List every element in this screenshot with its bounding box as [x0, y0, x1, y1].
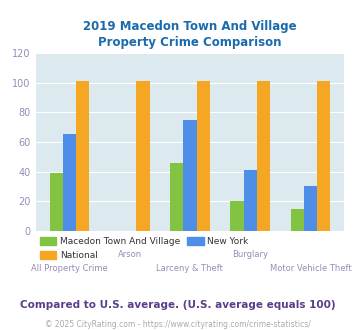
Text: Motor Vehicle Theft: Motor Vehicle Theft: [269, 264, 351, 273]
Bar: [304, 186, 317, 231]
Bar: [290, 209, 304, 231]
Bar: [50, 173, 63, 231]
Legend: Macedon Town And Village, National, New York: Macedon Town And Village, National, New …: [40, 237, 248, 260]
Bar: [183, 120, 197, 231]
Text: All Property Crime: All Property Crime: [31, 264, 108, 273]
Text: Compared to U.S. average. (U.S. average equals 100): Compared to U.S. average. (U.S. average …: [20, 300, 335, 310]
Bar: [230, 201, 244, 231]
Bar: [76, 81, 89, 231]
Text: Arson: Arson: [118, 250, 142, 259]
Bar: [170, 163, 183, 231]
Text: Larceny & Theft: Larceny & Theft: [157, 264, 223, 273]
Bar: [244, 170, 257, 231]
Bar: [257, 81, 270, 231]
Bar: [317, 81, 330, 231]
Text: Burglary: Burglary: [232, 250, 268, 259]
Title: 2019 Macedon Town And Village
Property Crime Comparison: 2019 Macedon Town And Village Property C…: [83, 20, 297, 49]
Bar: [63, 135, 76, 231]
Bar: [197, 81, 210, 231]
Text: © 2025 CityRating.com - https://www.cityrating.com/crime-statistics/: © 2025 CityRating.com - https://www.city…: [45, 319, 310, 329]
Bar: [136, 81, 149, 231]
